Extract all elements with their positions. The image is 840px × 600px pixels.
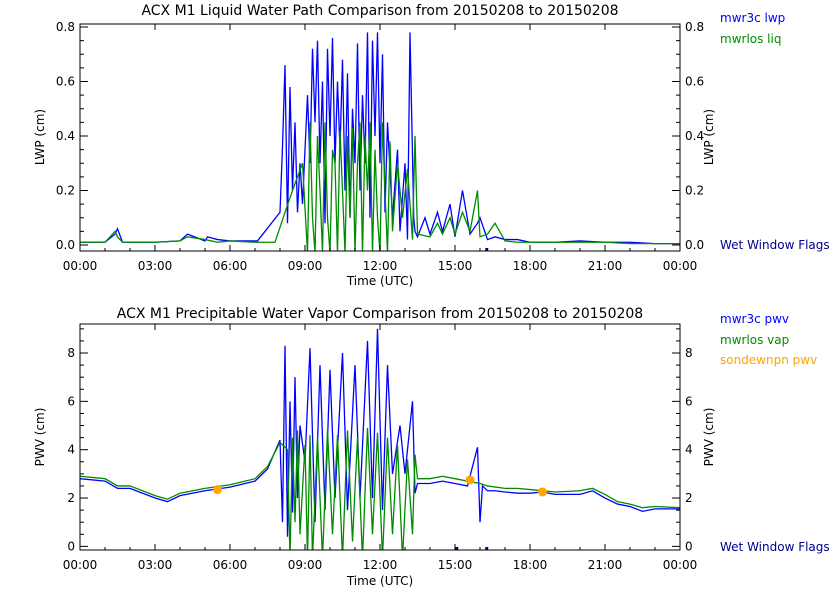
y-tick-label-right: 0.6 [685, 74, 704, 88]
y-tick-label: 4 [67, 443, 75, 457]
y-tick-label: 8 [67, 346, 75, 360]
y-tick-label: 6 [67, 394, 75, 408]
y-tick-label: 0.6 [56, 74, 75, 88]
y-axis-label-pwv: PWV (cm) [33, 408, 47, 467]
x-axis-label-lwp: Time (UTC) [346, 274, 413, 288]
y-tick-label-right: 0.4 [685, 129, 704, 143]
data-point-sondewnpn-pwv [465, 475, 475, 485]
y-tick-label: 0.4 [56, 129, 75, 143]
x-tick-label: 00:00 [663, 259, 698, 273]
x-tick-label: 00:00 [63, 558, 98, 572]
legend-sondewnpn-pwv: sondewnpn pwv [720, 353, 818, 367]
data-point-sondewnpn-pwv [538, 487, 547, 497]
x-tick-label: 18:00 [513, 558, 548, 572]
data-point-sondewnpn-pwv [213, 485, 222, 495]
y-tick-label-right: 0.0 [685, 238, 704, 252]
y-tick-label-right: 6 [685, 394, 693, 408]
x-tick-label: 21:00 [588, 259, 623, 273]
chart-title-lwp: ACX M1 Liquid Water Path Comparison from… [141, 3, 618, 19]
y-tick-label-right: 0.2 [685, 184, 704, 198]
series-line-mwr3c-lwp [80, 32, 680, 245]
x-tick-label: 00:00 [63, 259, 98, 273]
x-tick-label: 06:00 [213, 259, 248, 273]
y-tick-label: 0.8 [56, 20, 75, 34]
chart-title-pwv: ACX M1 Precipitable Water Vapor Comparis… [117, 306, 643, 322]
x-tick-label: 12:00 [363, 259, 398, 273]
x-tick-label: 03:00 [138, 558, 173, 572]
x-axis-label-pwv: Time (UTC) [346, 574, 413, 588]
y-tick-label-right: 2 [685, 491, 693, 505]
x-tick-label: 06:00 [213, 558, 248, 572]
wet-window-flag-mark [485, 248, 489, 251]
y-tick-label: 0.0 [56, 238, 75, 252]
x-tick-label: 09:00 [288, 259, 323, 273]
y-tick-label: 0.2 [56, 184, 75, 198]
series-line-mwrlos-vap [80, 427, 680, 550]
y-tick-label-right: 4 [685, 443, 693, 457]
legend-mwrlos-vap: mwrlos vap [720, 333, 790, 347]
x-tick-label: 18:00 [513, 259, 548, 273]
y-tick-label: 0 [67, 539, 75, 553]
y-axis-label-lwp: LWP (cm) [33, 109, 47, 165]
x-tick-label: 03:00 [138, 259, 173, 273]
x-tick-label: 15:00 [438, 558, 473, 572]
x-tick-label: 15:00 [438, 259, 473, 273]
series-line-mwrlos-liq [80, 122, 680, 251]
x-tick-label: 00:00 [663, 558, 698, 572]
y-tick-label-right: 0.8 [685, 20, 704, 34]
y-axis-label-right-lwp: LWP (cm) [702, 109, 716, 165]
legend-mwrlos-liq: mwrlos liq [720, 32, 782, 46]
x-tick-label: 12:00 [363, 558, 398, 572]
y-axis-label-right-pwv: PWV (cm) [702, 408, 716, 467]
legend-wet-window-flags-pwv: Wet Window Flags [720, 540, 830, 554]
legend-wet-window-flags-lwp: Wet Window Flags [720, 238, 830, 252]
y-tick-label-right: 0 [685, 539, 693, 553]
legend-mwr3c-lwp: mwr3c lwp [720, 11, 786, 25]
x-tick-label: 21:00 [588, 558, 623, 572]
x-tick-label: 09:00 [288, 558, 323, 572]
y-tick-label: 2 [67, 491, 75, 505]
y-tick-label-right: 8 [685, 346, 693, 360]
wet-window-flag-mark [485, 547, 489, 550]
wet-window-flag-mark [455, 547, 459, 550]
legend-mwr3c-pwv: mwr3c pwv [720, 312, 790, 326]
